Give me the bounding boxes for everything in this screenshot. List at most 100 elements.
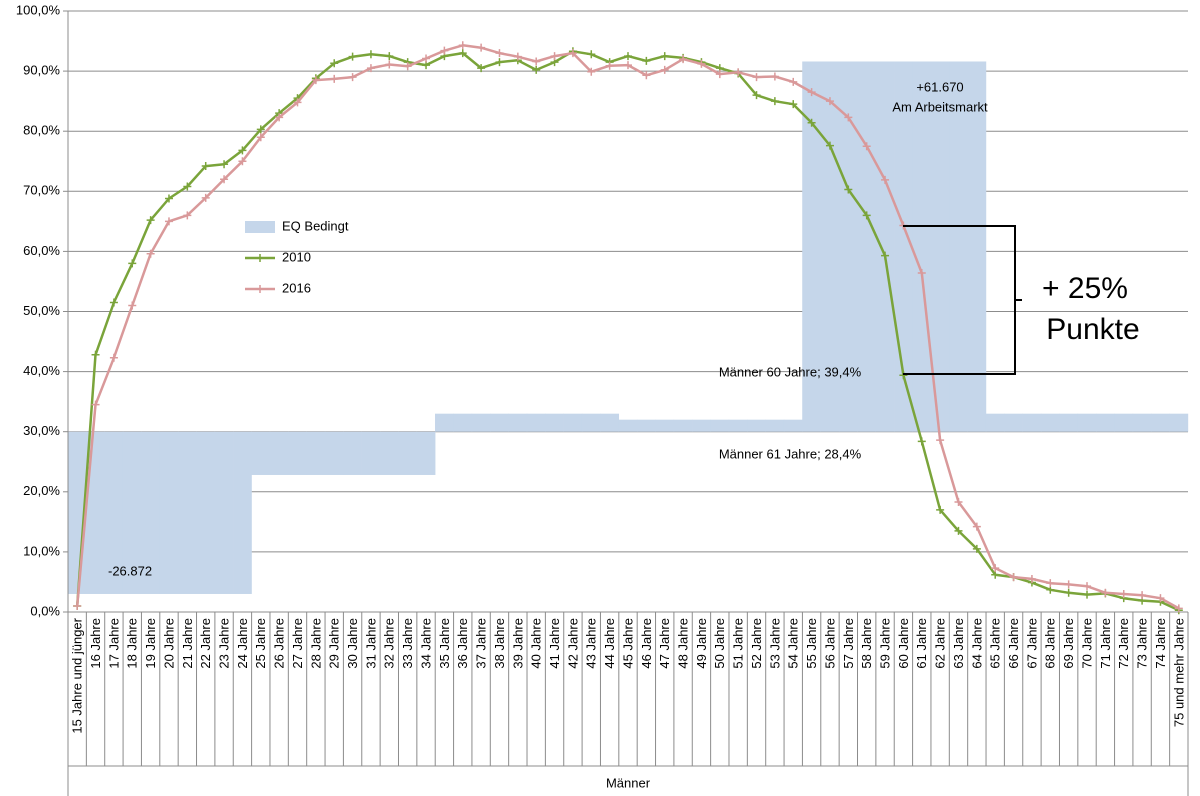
marker (458, 49, 467, 58)
bar (710, 419, 730, 432)
x-tick-label: 68 Jahre (1043, 618, 1058, 669)
marker (440, 46, 449, 55)
y-tick-label: 10,0% (23, 543, 60, 558)
marker (109, 298, 118, 307)
legend-marker (256, 254, 264, 262)
marker (807, 118, 816, 127)
x-tick-label: 69 Jahre (1061, 618, 1076, 669)
bracket (903, 225, 1022, 375)
marker (679, 55, 688, 64)
bar (306, 431, 326, 475)
bar (875, 61, 895, 432)
annotation: +61.670 (916, 79, 963, 94)
annotation: -26.872 (108, 563, 152, 578)
marker (73, 601, 82, 610)
x-tick-label: 65 Jahre (988, 618, 1003, 669)
legend-label: 2010 (282, 249, 311, 264)
x-tick-label: 64 Jahre (969, 618, 984, 669)
bar (618, 419, 638, 432)
x-tick-label: 44 Jahre (602, 618, 617, 669)
marker (220, 160, 229, 169)
marker (422, 54, 431, 63)
marker (238, 146, 247, 155)
x-tick-label: 18 Jahre (125, 618, 140, 669)
bar (728, 419, 748, 432)
marker (587, 50, 596, 59)
bar (673, 419, 693, 432)
marker (605, 61, 614, 70)
x-tick-label: 47 Jahre (657, 618, 672, 669)
marker (972, 544, 981, 553)
y-tick-label: 40,0% (23, 363, 60, 378)
x-tick-label: 57 Jahre (841, 618, 856, 669)
x-tick-label: 45 Jahre (620, 618, 635, 669)
x-tick-label: 72 Jahre (1116, 618, 1131, 669)
marker (330, 74, 339, 83)
marker (1064, 588, 1073, 597)
marker (201, 193, 210, 202)
marker (624, 52, 632, 61)
y-tick-label: 80,0% (23, 123, 60, 138)
x-tick-label: 32 Jahre (382, 618, 397, 669)
bar (508, 413, 528, 432)
marker (715, 70, 724, 79)
bar (471, 413, 491, 432)
bar (288, 431, 307, 475)
x-tick-label: 38 Jahre (492, 618, 507, 669)
marker (495, 58, 504, 67)
marker (825, 141, 834, 150)
bar (581, 413, 601, 432)
marker (844, 185, 853, 194)
y-tick-label: 70,0% (23, 183, 60, 198)
marker (366, 50, 375, 59)
bar (655, 419, 675, 432)
marker (1138, 591, 1147, 600)
marker (770, 97, 779, 106)
bar (545, 413, 564, 432)
marker (128, 301, 137, 310)
x-tick-label: 73 Jahre (1135, 618, 1150, 669)
bar (122, 431, 142, 594)
marker (789, 100, 798, 109)
x-tick-label: 42 Jahre (565, 618, 580, 669)
marker (403, 62, 412, 71)
bar (636, 419, 656, 432)
bar (967, 61, 987, 432)
marker (697, 59, 706, 68)
marker (734, 68, 743, 77)
x-axis-title: Männer (606, 775, 651, 790)
x-tick-label: 17 Jahre (106, 618, 121, 669)
x-tick-label: 22 Jahre (198, 618, 213, 669)
marker (256, 133, 265, 142)
x-tick-label: 37 Jahre (474, 618, 489, 669)
legend-marker (256, 285, 264, 293)
x-tick-label: 51 Jahre (731, 618, 746, 669)
x-tick-label: 55 Jahre (804, 618, 819, 669)
marker (513, 52, 522, 61)
marker (587, 67, 596, 76)
x-tick-label: 61 Jahre (914, 618, 929, 669)
x-tick-label: 71 Jahre (1098, 618, 1113, 669)
x-tick-label: 74 Jahre (1153, 618, 1168, 669)
bar (1040, 413, 1060, 432)
bar (159, 431, 179, 594)
bar (1004, 413, 1023, 432)
marker (899, 371, 908, 380)
marker (881, 175, 890, 184)
y-tick-label: 50,0% (23, 303, 60, 318)
x-tick-label: 16 Jahre (88, 618, 103, 669)
x-tick-label: 15 Jahre und jünger (70, 617, 85, 733)
marker (348, 73, 357, 82)
marker (146, 249, 155, 258)
marker (91, 350, 100, 359)
y-tick-label: 90,0% (23, 63, 60, 78)
marker (275, 113, 284, 122)
x-tick-label: 27 Jahre (290, 618, 305, 669)
bar (1151, 413, 1170, 432)
x-tick-label: 62 Jahre (933, 618, 948, 669)
x-tick-label: 19 Jahre (143, 618, 158, 669)
marker (109, 353, 118, 362)
x-tick-label: 41 Jahre (547, 618, 562, 669)
marker (752, 73, 761, 82)
bar (1059, 413, 1079, 432)
